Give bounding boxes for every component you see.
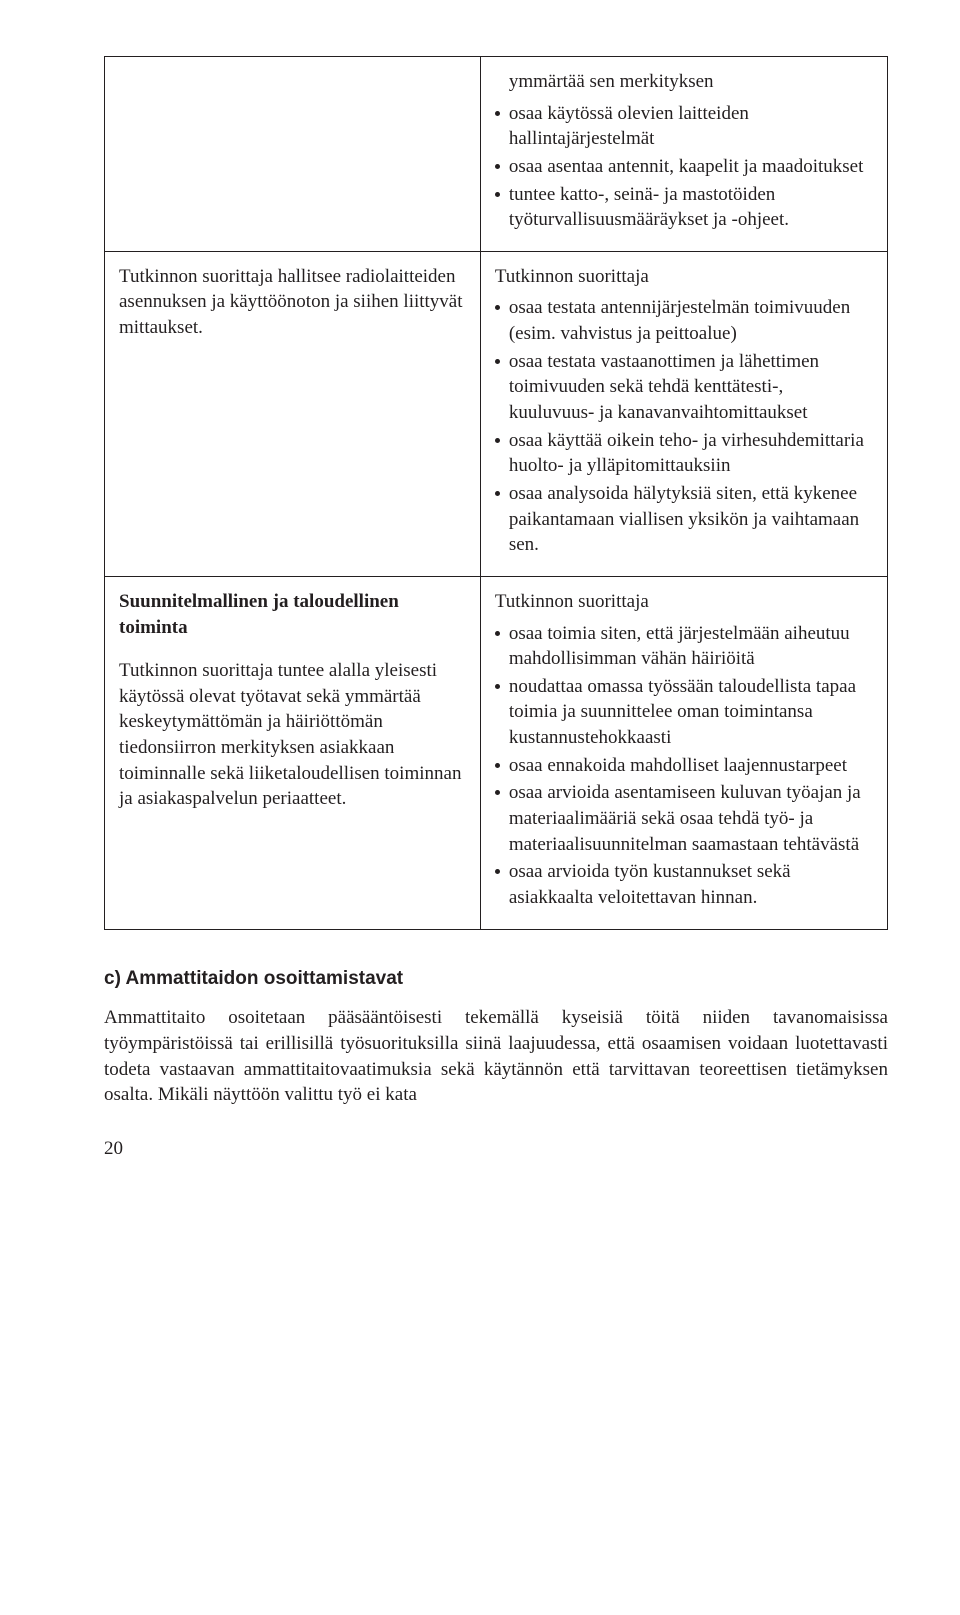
list-item: osaa arvioida asentamiseen kuluvan työaj… — [495, 780, 873, 857]
list-item: osaa testata antennijärjestelmän toimivu… — [495, 295, 873, 346]
cell-left-1 — [105, 57, 481, 252]
list-item: osaa ennakoida mahdolliset laajennustarp… — [495, 753, 873, 779]
section-heading: c) Ammattitaidon osoittamistavat — [104, 966, 888, 992]
bullet-icon — [495, 763, 500, 768]
bullet-icon — [495, 491, 500, 496]
bullet-text: osaa toimia siten, että järjestelmään ai… — [509, 621, 873, 672]
bullet-icon — [495, 305, 500, 310]
row3-left-para: Tutkinnon suorittaja tuntee alalla yleis… — [119, 658, 466, 812]
bullet-text: osaa ennakoida mahdolliset laajennustarp… — [509, 753, 873, 779]
table-row: ymmärtää sen merkityksen osaa käytössä o… — [105, 57, 888, 252]
row2-intro: Tutkinnon suorittaja — [495, 264, 873, 290]
cell-right-2: Tutkinnon suorittaja osaa testata antenn… — [480, 251, 887, 576]
cell-right-1: ymmärtää sen merkityksen osaa käytössä o… — [480, 57, 887, 252]
list-item: osaa testata vastaanottimen ja lähettime… — [495, 349, 873, 426]
bullet-icon — [495, 111, 500, 116]
cell-left-2: Tutkinnon suorittaja hallitsee radiolait… — [105, 251, 481, 576]
bullet-text: osaa arvioida asentamiseen kuluvan työaj… — [509, 780, 873, 857]
content-table: ymmärtää sen merkityksen osaa käytössä o… — [104, 56, 888, 930]
bullet-text: osaa analysoida hälytyksiä siten, että k… — [509, 481, 873, 558]
cell-right-3: Tutkinnon suorittaja osaa toimia siten, … — [480, 576, 887, 929]
page-number: 20 — [104, 1136, 888, 1162]
row3-bullets: osaa toimia siten, että järjestelmään ai… — [495, 621, 873, 911]
bullet-icon — [495, 164, 500, 169]
bullet-text: osaa käyttää oikein teho- ja virhesuhdem… — [509, 428, 873, 479]
bullet-icon — [495, 438, 500, 443]
list-item: osaa käytössä olevien laitteiden hallint… — [495, 101, 873, 152]
table-row: Suunnitelmallinen ja taloudellinen toimi… — [105, 576, 888, 929]
bullet-icon — [495, 631, 500, 636]
section-paragraph: Ammattitaito osoitetaan pääsääntöisesti … — [104, 1005, 888, 1108]
bullet-text: osaa asentaa antennit, kaapelit ja maado… — [509, 154, 873, 180]
list-item: osaa asentaa antennit, kaapelit ja maado… — [495, 154, 873, 180]
row1-bullets: osaa käytössä olevien laitteiden hallint… — [495, 101, 873, 233]
row2-left-para: Tutkinnon suorittaja hallitsee radiolait… — [119, 264, 466, 341]
list-item: noudattaa omassa työssään taloudellista … — [495, 674, 873, 751]
bullet-icon — [495, 192, 500, 197]
list-item: osaa analysoida hälytyksiä siten, että k… — [495, 481, 873, 558]
list-item: tuntee katto-, seinä- ja mastotöiden työ… — [495, 182, 873, 233]
row3-intro: Tutkinnon suorittaja — [495, 589, 873, 615]
cell-left-3: Suunnitelmallinen ja taloudellinen toimi… — [105, 576, 481, 929]
bullet-icon — [495, 790, 500, 795]
row1-intro: ymmärtää sen merkityksen — [495, 69, 873, 95]
bullet-icon — [495, 359, 500, 364]
bullet-text: osaa arvioida työn kustannukset sekä asi… — [509, 859, 873, 910]
list-item: osaa toimia siten, että järjestelmään ai… — [495, 621, 873, 672]
list-item: osaa käyttää oikein teho- ja virhesuhdem… — [495, 428, 873, 479]
row3-heading: Suunnitelmallinen ja taloudellinen toimi… — [119, 589, 466, 640]
bullet-text: noudattaa omassa työssään taloudellista … — [509, 674, 873, 751]
bullet-text: osaa testata antennijärjestelmän toimivu… — [509, 295, 873, 346]
bullet-icon — [495, 684, 500, 689]
bullet-text: osaa käytössä olevien laitteiden hallint… — [509, 101, 873, 152]
bullet-text: osaa testata vastaanottimen ja lähettime… — [509, 349, 873, 426]
table-row: Tutkinnon suorittaja hallitsee radiolait… — [105, 251, 888, 576]
row2-bullets: osaa testata antennijärjestelmän toimivu… — [495, 295, 873, 557]
bullet-text: tuntee katto-, seinä- ja mastotöiden työ… — [509, 182, 873, 233]
list-item: osaa arvioida työn kustannukset sekä asi… — [495, 859, 873, 910]
bullet-icon — [495, 869, 500, 874]
